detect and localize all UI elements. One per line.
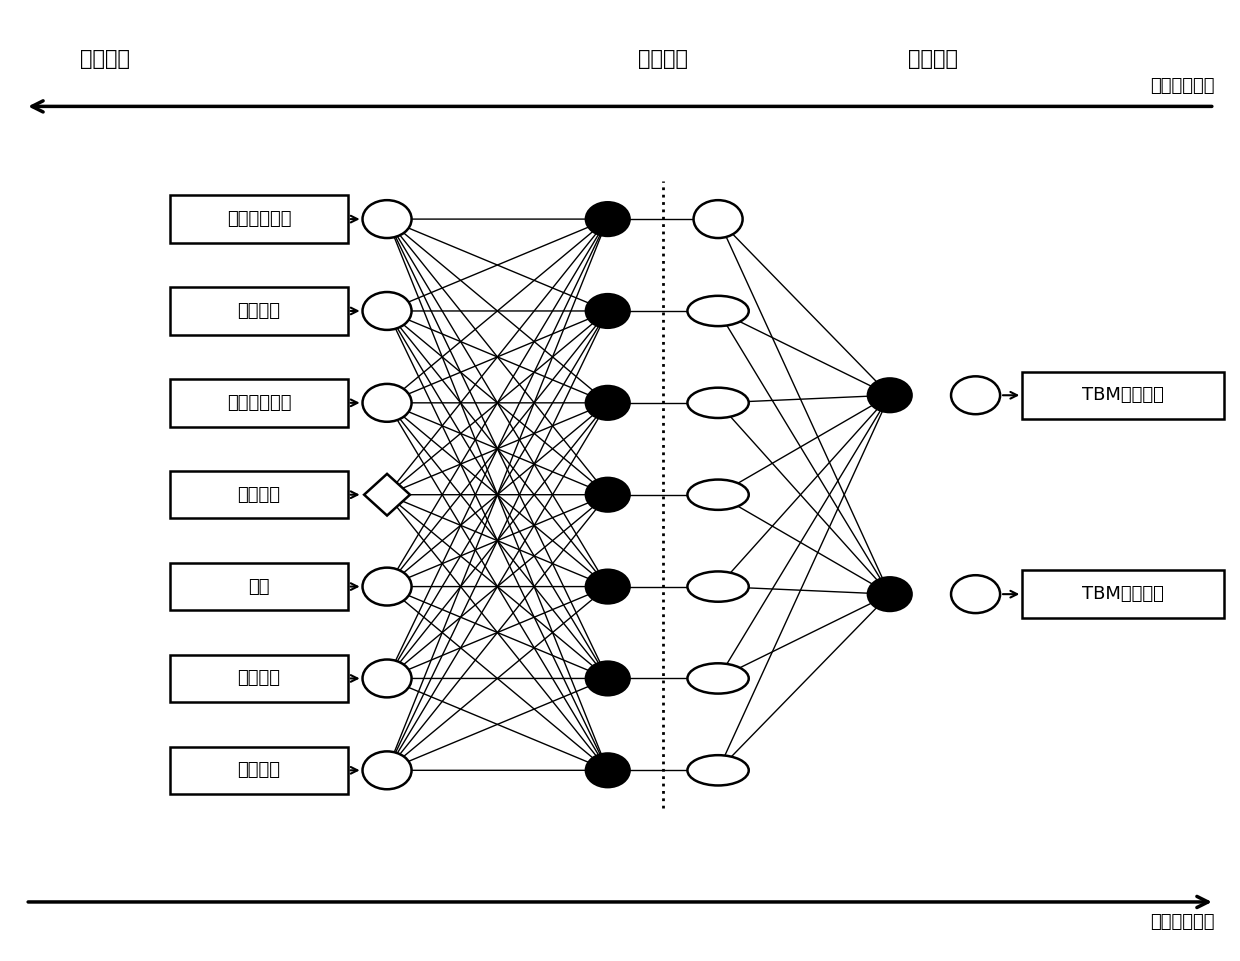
Text: 单轴压缩强度: 单轴压缩强度	[227, 210, 291, 228]
FancyBboxPatch shape	[170, 380, 347, 427]
Circle shape	[693, 200, 743, 238]
Text: 隐藏单元: 隐藏单元	[637, 49, 688, 69]
Circle shape	[585, 202, 630, 236]
FancyBboxPatch shape	[170, 287, 347, 334]
Ellipse shape	[687, 387, 749, 418]
Circle shape	[585, 385, 630, 420]
Text: 节理间距: 节理间距	[237, 485, 280, 504]
Ellipse shape	[687, 480, 749, 510]
Circle shape	[868, 379, 911, 412]
Circle shape	[362, 659, 412, 698]
Ellipse shape	[687, 663, 749, 694]
Polygon shape	[365, 474, 410, 515]
FancyBboxPatch shape	[170, 563, 347, 610]
Circle shape	[585, 294, 630, 328]
Circle shape	[585, 753, 630, 787]
Circle shape	[868, 578, 911, 611]
Text: 岩石质量指标: 岩石质量指标	[227, 394, 291, 412]
Ellipse shape	[687, 296, 749, 326]
Text: 输入单元: 输入单元	[81, 49, 130, 69]
Circle shape	[585, 478, 630, 512]
Circle shape	[951, 377, 1001, 414]
FancyBboxPatch shape	[170, 471, 347, 518]
Text: 横波速度: 横波速度	[237, 761, 280, 779]
Circle shape	[585, 570, 630, 604]
FancyBboxPatch shape	[170, 195, 347, 243]
Circle shape	[362, 383, 412, 422]
Text: TBM掘进扭矩: TBM掘进扭矩	[1083, 386, 1164, 405]
Circle shape	[362, 752, 412, 789]
Circle shape	[362, 292, 412, 330]
Circle shape	[951, 576, 1001, 613]
FancyBboxPatch shape	[170, 747, 347, 794]
Text: 信息正向传播: 信息正向传播	[1151, 913, 1215, 931]
Text: 误差反向传播: 误差反向传播	[1151, 77, 1215, 95]
FancyBboxPatch shape	[1022, 372, 1224, 419]
Text: 输出单元: 输出单元	[908, 49, 957, 69]
Circle shape	[362, 200, 412, 238]
FancyBboxPatch shape	[170, 654, 347, 702]
Circle shape	[585, 661, 630, 696]
Ellipse shape	[687, 572, 749, 602]
Text: 纵波速度: 纵波速度	[237, 670, 280, 687]
FancyBboxPatch shape	[1022, 571, 1224, 618]
Text: TBM掘进推力: TBM掘进推力	[1083, 585, 1164, 604]
Text: 拉伸强度: 拉伸强度	[237, 302, 280, 320]
Text: 链长: 链长	[248, 578, 269, 596]
Circle shape	[362, 568, 412, 605]
Ellipse shape	[687, 755, 749, 785]
